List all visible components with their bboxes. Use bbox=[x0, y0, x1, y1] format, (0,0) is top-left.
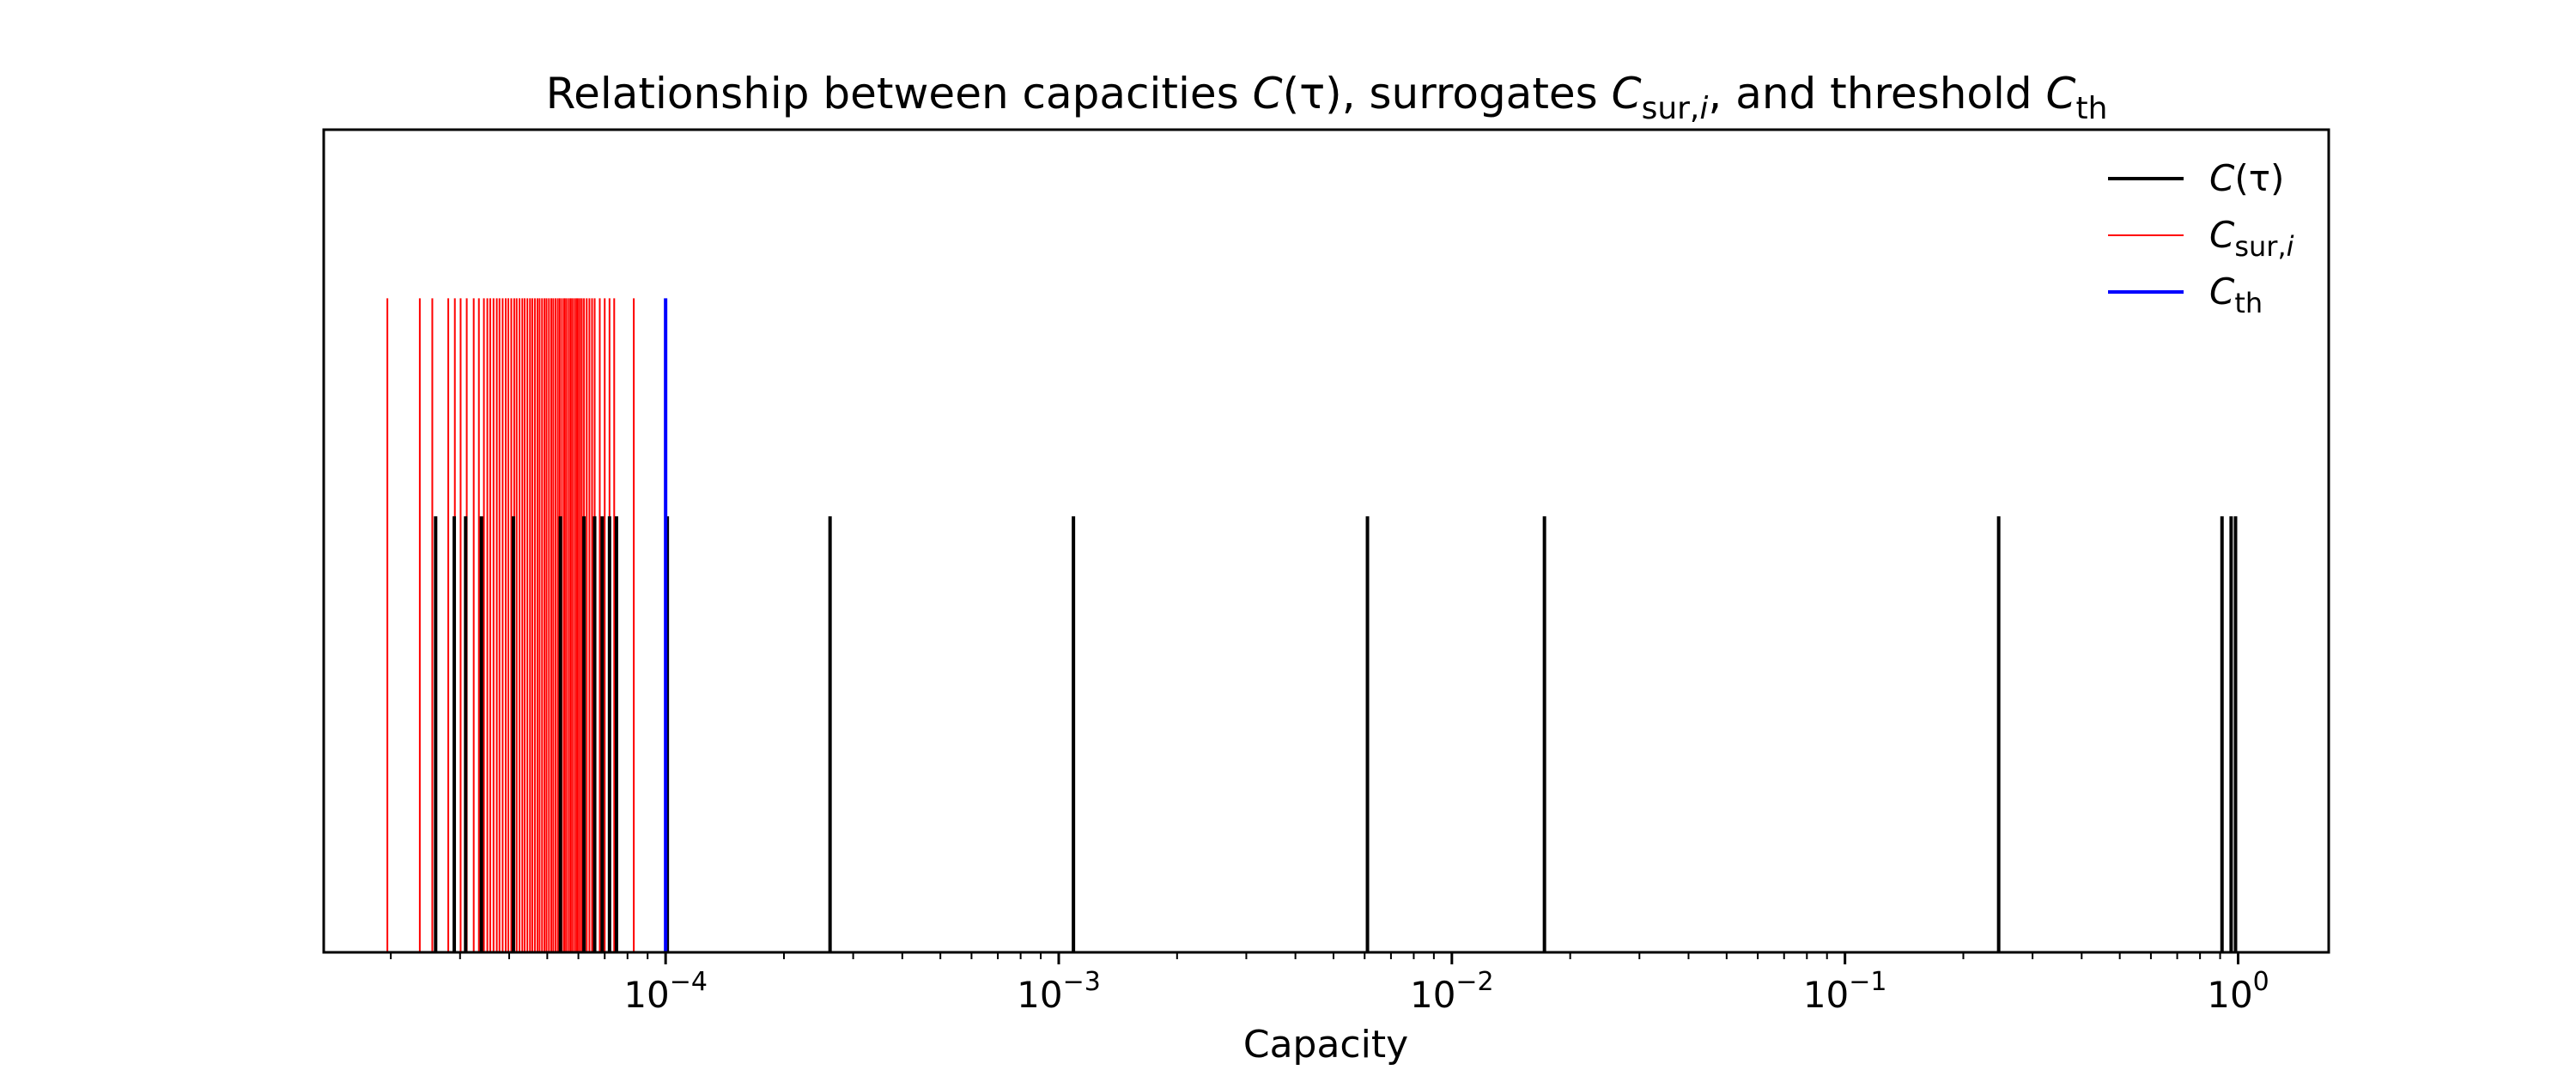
legend-label-surrogates: Csur,i bbox=[2209, 214, 2294, 263]
x-axis-label: Capacity bbox=[1243, 1023, 1408, 1067]
plot-background bbox=[324, 130, 2329, 952]
x-tick-label: 100 bbox=[2207, 967, 2269, 1016]
x-tick-label: 10−3 bbox=[1017, 967, 1101, 1016]
x-tick-label: 10−2 bbox=[1410, 967, 1494, 1016]
plot-area bbox=[322, 128, 2330, 964]
x-tick-label: 10−4 bbox=[623, 967, 708, 1016]
legend-label-threshold: Cth bbox=[2209, 270, 2263, 319]
legend-label-capacities: C(τ) bbox=[2209, 157, 2284, 199]
major-ticks bbox=[664, 952, 2239, 964]
x-tick-label: 10−1 bbox=[1803, 967, 1887, 1016]
x-tick-labels: 10−4 10−3 10−2 10−1 100 bbox=[623, 967, 2269, 1016]
chart-title: Relationship between capacities C(τ), su… bbox=[546, 69, 2108, 126]
plot-frame bbox=[322, 128, 2330, 954]
legend: C(τ) Csur,i Cth bbox=[2108, 157, 2294, 319]
